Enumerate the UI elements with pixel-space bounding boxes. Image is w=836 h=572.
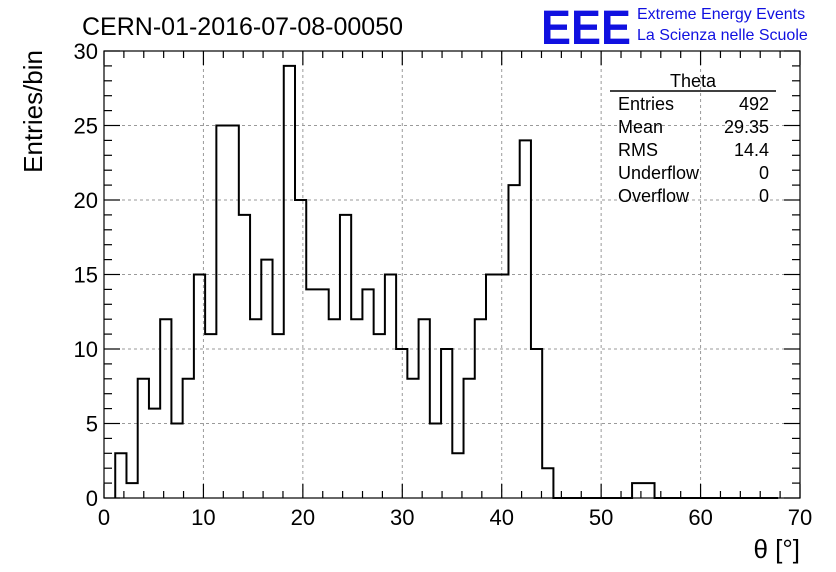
y-tick-label: 5	[86, 412, 98, 437]
x-tick-label: 10	[191, 505, 215, 530]
stats-row-label: Entries	[618, 94, 674, 114]
eee-logo: EEE	[541, 2, 631, 55]
axis-ticks	[103, 50, 801, 499]
x-tick-label: 50	[589, 505, 613, 530]
y-tick-label: 30	[74, 39, 98, 64]
y-tick-label: 20	[74, 188, 98, 213]
x-tick-label: 60	[688, 505, 712, 530]
x-tick-label: 70	[788, 505, 812, 530]
y-tick-label: 15	[74, 263, 98, 288]
stats-row-label: Overflow	[618, 186, 690, 206]
y-axis-label: Entries/bin	[18, 50, 48, 173]
stats-box: Theta Entries 492 Mean 29.35 RMS 14.4 Underflo…	[610, 71, 776, 206]
y-tick-label: 10	[74, 337, 98, 362]
stats-box-title: Theta	[670, 71, 717, 91]
chart-title: CERN-01-2016-07-08-00050	[82, 13, 403, 41]
x-tick-label: 0	[98, 505, 110, 530]
stats-row-value: 14.4	[734, 140, 769, 160]
stats-row-value: 0	[759, 163, 769, 183]
y-tick-label: 25	[74, 114, 98, 139]
histogram-series-theta	[114, 64, 779, 499]
y-tick-label: 0	[86, 486, 98, 511]
brand-line1: Extreme Energy Events	[637, 6, 805, 23]
stats-row-value: 29.35	[724, 117, 769, 137]
x-tick-label: 20	[291, 505, 315, 530]
tick-labels: 0 10 20 30 40 50 60 70 0 5 10 15 20 25 30	[74, 39, 813, 530]
stats-row-value: 0	[759, 186, 769, 206]
stats-row-label: Mean	[618, 117, 663, 137]
stats-row-value: 492	[739, 94, 769, 114]
stats-row-label: Underflow	[618, 163, 700, 183]
stats-row-label: RMS	[618, 140, 658, 160]
x-axis-label: θ [°]	[753, 534, 800, 564]
x-tick-label: 30	[390, 505, 414, 530]
x-tick-label: 40	[489, 505, 513, 530]
brand-line2: La Scienza nelle Scuole	[637, 27, 808, 44]
